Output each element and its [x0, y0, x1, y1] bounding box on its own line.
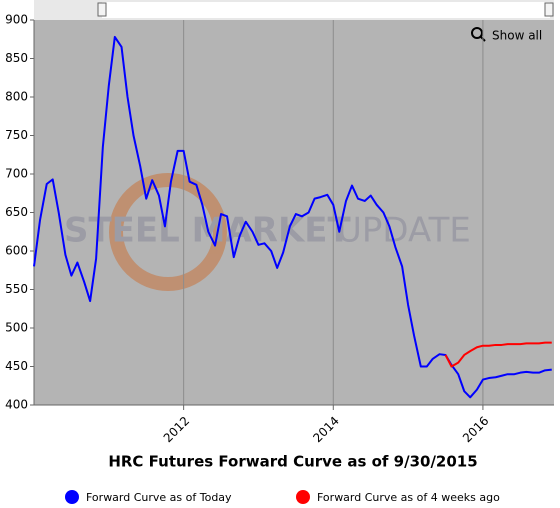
series-line — [444, 341, 552, 368]
y-tick-label: 650 — [5, 205, 28, 219]
x-tick-label: 2014 — [310, 414, 341, 445]
legend-label: Forward Curve as of Today — [86, 491, 232, 504]
y-tick-label: 400 — [5, 398, 28, 412]
y-tick-label: 600 — [5, 244, 28, 258]
y-tick-label: 800 — [5, 90, 28, 104]
legend-label: Forward Curve as of 4 weeks ago — [317, 491, 500, 504]
zoom-icon — [471, 27, 483, 39]
show-all-label[interactable]: Show all — [492, 29, 542, 43]
x-tick-label: 2012 — [161, 414, 192, 445]
y-tick-label: 500 — [5, 321, 28, 335]
x-tick-label: 2016 — [460, 414, 491, 445]
y-tick-label: 750 — [5, 128, 28, 142]
navigator-handle[interactable] — [97, 2, 107, 17]
watermark-text: UPDATE — [337, 211, 471, 251]
watermark: STEEL MARKET UPDATE — [64, 173, 471, 291]
legend-marker — [296, 490, 310, 504]
y-tick-label: 850 — [5, 51, 28, 65]
watermark-logo — [109, 173, 227, 291]
y-tick-label: 700 — [5, 167, 28, 181]
y-tick-label: 450 — [5, 359, 28, 373]
legend-marker — [65, 490, 79, 504]
legend-item[interactable]: Forward Curve as of Today — [65, 490, 232, 504]
navigator-window — [102, 2, 550, 18]
y-tick-label: 550 — [5, 282, 28, 296]
y-tick-label: 900 — [5, 13, 28, 27]
series-line — [33, 35, 552, 399]
navigator-handle[interactable] — [544, 2, 554, 17]
chart-title: HRC Futures Forward Curve as of 9/30/201… — [108, 453, 477, 471]
legend-item[interactable]: Forward Curve as of 4 weeks ago — [296, 490, 500, 504]
